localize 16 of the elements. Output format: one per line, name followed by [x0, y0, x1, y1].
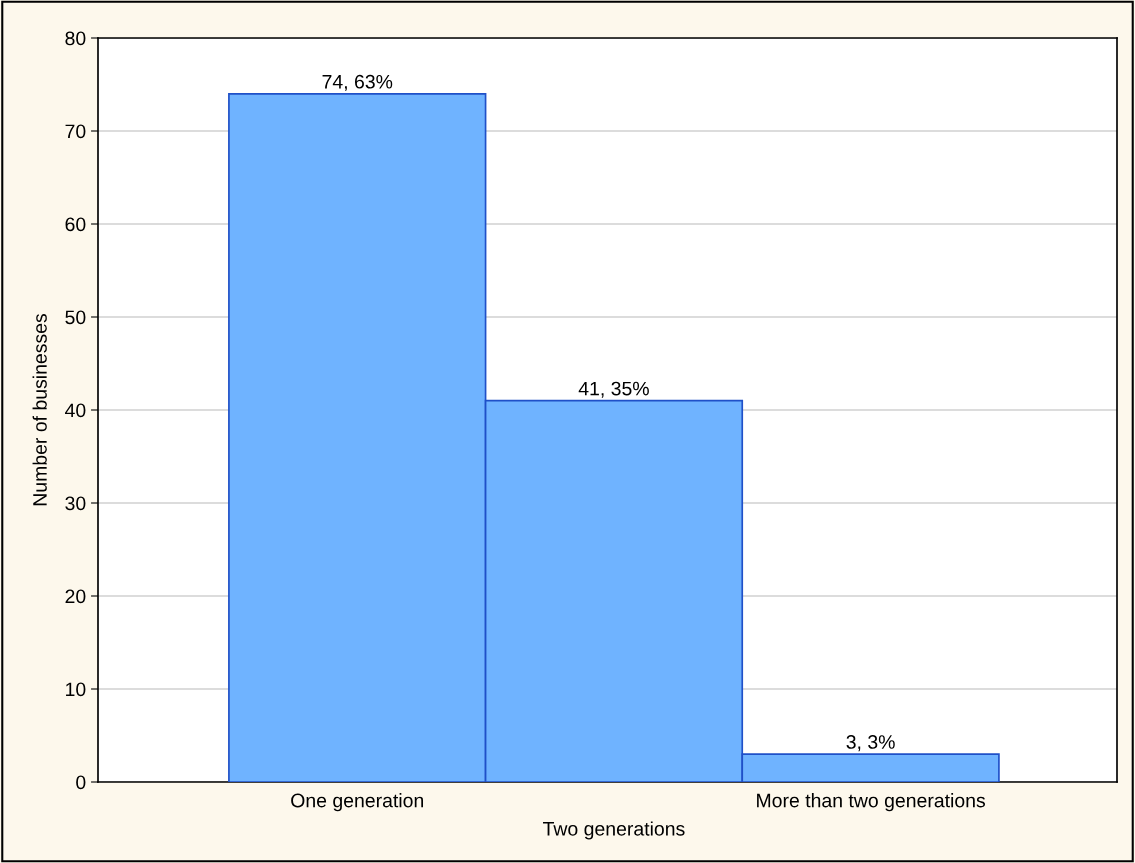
- y-tick-label: 60: [65, 217, 86, 232]
- y-tick-label: 50: [65, 310, 86, 325]
- y-axis-title: Number of businesses: [32, 313, 47, 506]
- y-tick-label: 0: [76, 775, 86, 790]
- y-tick-label: 10: [66, 682, 86, 697]
- data-label: 3, 3%: [846, 735, 895, 752]
- y-tick-label: 30: [65, 496, 86, 511]
- x-tick-label: More than two generations: [757, 793, 986, 812]
- y-tick-label: 40: [65, 403, 86, 418]
- x-tick-label: Two generations: [543, 821, 685, 840]
- y-tick-label: 80: [65, 31, 86, 46]
- y-tick-label: 20: [65, 589, 86, 604]
- data-label: 74, 63%: [322, 74, 393, 91]
- y-tick-label: 70: [65, 124, 86, 139]
- x-tick-label: One generation: [291, 793, 424, 812]
- data-label: 41, 35%: [578, 381, 649, 398]
